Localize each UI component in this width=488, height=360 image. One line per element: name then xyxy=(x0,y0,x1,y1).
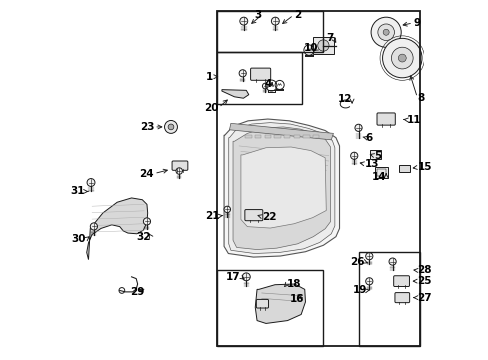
Text: 3: 3 xyxy=(254,10,261,20)
Bar xyxy=(216,11,323,51)
Text: 24: 24 xyxy=(139,168,154,179)
Circle shape xyxy=(224,206,230,213)
Circle shape xyxy=(239,70,246,77)
Circle shape xyxy=(262,83,267,89)
Text: 5: 5 xyxy=(373,150,381,161)
Bar xyxy=(398,165,409,172)
FancyBboxPatch shape xyxy=(250,68,270,80)
Circle shape xyxy=(239,17,247,25)
Text: 19: 19 xyxy=(352,285,366,296)
Text: 30: 30 xyxy=(71,234,86,244)
Text: 22: 22 xyxy=(261,212,276,221)
Polygon shape xyxy=(229,123,333,140)
Text: 9: 9 xyxy=(412,18,419,28)
Circle shape xyxy=(383,29,388,35)
Bar xyxy=(284,135,290,138)
Bar xyxy=(369,150,380,159)
Bar xyxy=(254,135,261,138)
Text: 20: 20 xyxy=(204,103,218,113)
Text: 26: 26 xyxy=(349,257,364,267)
Circle shape xyxy=(377,24,394,41)
FancyBboxPatch shape xyxy=(376,113,394,125)
Text: 28: 28 xyxy=(416,265,431,275)
Bar xyxy=(312,135,319,138)
Bar xyxy=(216,11,419,346)
Circle shape xyxy=(164,121,177,134)
Text: 7: 7 xyxy=(325,33,333,43)
Bar xyxy=(274,135,280,138)
FancyBboxPatch shape xyxy=(394,293,409,303)
Circle shape xyxy=(398,54,406,62)
Text: 25: 25 xyxy=(416,276,431,286)
Bar xyxy=(303,135,309,138)
Text: 21: 21 xyxy=(205,211,220,221)
Text: 32: 32 xyxy=(137,232,151,242)
Circle shape xyxy=(143,218,150,225)
Circle shape xyxy=(365,253,372,260)
Text: 29: 29 xyxy=(130,287,144,297)
Circle shape xyxy=(242,273,250,281)
Text: 1: 1 xyxy=(205,72,213,82)
Bar xyxy=(217,270,322,346)
FancyBboxPatch shape xyxy=(256,300,268,308)
Circle shape xyxy=(176,168,182,174)
Text: 11: 11 xyxy=(406,115,420,125)
Polygon shape xyxy=(228,123,334,253)
Text: 31: 31 xyxy=(70,186,85,197)
Circle shape xyxy=(271,17,279,25)
Bar xyxy=(264,135,270,138)
Bar xyxy=(374,167,387,178)
Bar xyxy=(244,135,251,138)
FancyBboxPatch shape xyxy=(393,276,408,287)
Text: 13: 13 xyxy=(364,159,378,169)
Polygon shape xyxy=(255,284,305,323)
Circle shape xyxy=(168,124,174,130)
Circle shape xyxy=(365,278,372,285)
Text: 18: 18 xyxy=(286,279,301,289)
FancyBboxPatch shape xyxy=(244,210,262,221)
Text: 17: 17 xyxy=(226,272,241,282)
Circle shape xyxy=(390,47,412,69)
Polygon shape xyxy=(233,127,330,249)
Circle shape xyxy=(350,152,357,159)
Polygon shape xyxy=(241,147,325,228)
Circle shape xyxy=(388,258,395,265)
Bar xyxy=(217,52,301,104)
Bar xyxy=(359,252,419,346)
Circle shape xyxy=(317,40,328,51)
Circle shape xyxy=(90,223,97,230)
Bar xyxy=(312,37,333,54)
Text: 16: 16 xyxy=(290,294,304,304)
Bar xyxy=(376,169,385,176)
Text: 27: 27 xyxy=(416,293,431,303)
Polygon shape xyxy=(86,198,147,260)
Circle shape xyxy=(370,17,400,47)
Text: 14: 14 xyxy=(371,172,386,182)
Polygon shape xyxy=(222,90,248,98)
Circle shape xyxy=(87,179,95,186)
Text: 2: 2 xyxy=(293,10,300,20)
Text: 12: 12 xyxy=(337,94,351,104)
Text: 6: 6 xyxy=(365,133,372,143)
Circle shape xyxy=(354,124,362,131)
Polygon shape xyxy=(224,119,339,257)
Text: 10: 10 xyxy=(303,43,317,53)
Text: 4: 4 xyxy=(264,79,271,89)
Text: 15: 15 xyxy=(416,162,431,172)
Text: 23: 23 xyxy=(140,122,154,132)
Bar xyxy=(293,135,300,138)
Text: 8: 8 xyxy=(416,93,424,103)
FancyBboxPatch shape xyxy=(172,161,187,170)
Circle shape xyxy=(382,39,421,78)
